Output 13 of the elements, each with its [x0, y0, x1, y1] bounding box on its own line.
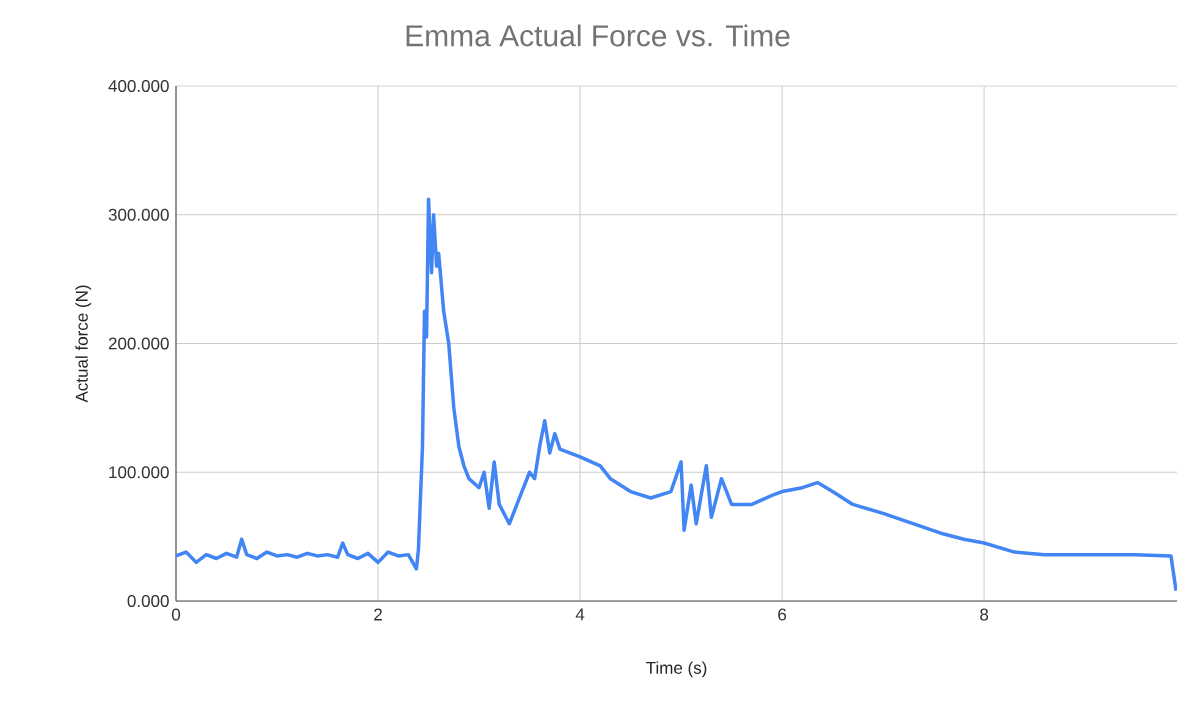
- y-tick-label: 200.000: [108, 337, 169, 350]
- y-tick-label: 0.000: [127, 594, 169, 608]
- x-tick-label: 0: [171, 608, 181, 621]
- y-tick-label: 400.000: [108, 79, 169, 93]
- x-tick-label: 6: [778, 608, 787, 621]
- chart-title: Emma Actual Force vs. Time: [406, 24, 790, 47]
- y-tick-label: 300.000: [108, 208, 169, 221]
- y-tick-label: 100.000: [109, 466, 169, 479]
- x-tick-label: 2: [374, 608, 382, 621]
- x-axis-title: Time (s): [646, 661, 707, 678]
- y-axis-title: Actual force (N): [75, 285, 92, 403]
- x-tick-label: 8: [980, 608, 989, 621]
- x-tick-label: 4: [575, 608, 585, 621]
